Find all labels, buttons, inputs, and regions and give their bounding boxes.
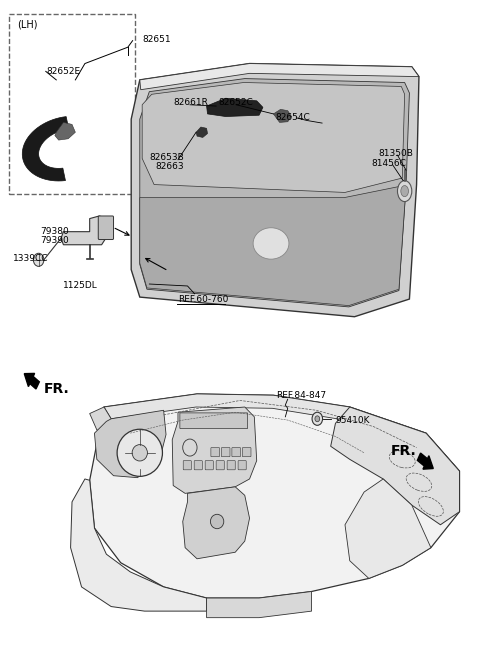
Text: REF.84-847: REF.84-847 [276, 391, 326, 399]
Ellipse shape [34, 253, 44, 266]
Text: 79390: 79390 [40, 237, 69, 245]
Ellipse shape [117, 429, 162, 476]
FancyArrow shape [418, 453, 433, 469]
FancyBboxPatch shape [232, 447, 240, 457]
Text: 82661R: 82661R [173, 99, 208, 107]
Polygon shape [345, 479, 431, 578]
Text: 82663: 82663 [155, 162, 184, 171]
Polygon shape [140, 79, 409, 307]
Text: 82654C: 82654C [276, 114, 311, 122]
Polygon shape [142, 83, 405, 193]
Polygon shape [71, 479, 206, 611]
Text: 79380: 79380 [40, 227, 69, 236]
FancyBboxPatch shape [221, 447, 230, 457]
FancyBboxPatch shape [194, 461, 202, 470]
Text: 82652C: 82652C [218, 99, 253, 107]
Ellipse shape [401, 185, 408, 196]
FancyBboxPatch shape [211, 447, 219, 457]
FancyBboxPatch shape [98, 216, 114, 240]
Ellipse shape [315, 416, 320, 422]
FancyBboxPatch shape [205, 461, 213, 470]
Text: 82653B: 82653B [149, 152, 184, 162]
Ellipse shape [132, 445, 147, 461]
Ellipse shape [183, 439, 197, 456]
Text: 81456C: 81456C [371, 159, 406, 168]
Polygon shape [331, 407, 459, 525]
Bar [9, 14, 135, 194]
Polygon shape [22, 116, 69, 181]
Polygon shape [172, 407, 257, 493]
Polygon shape [90, 407, 111, 433]
Text: 1125DL: 1125DL [62, 281, 97, 290]
Polygon shape [55, 122, 75, 140]
Polygon shape [274, 109, 291, 122]
Polygon shape [183, 487, 250, 559]
Text: FR.: FR. [390, 445, 416, 459]
Text: 1339CC: 1339CC [13, 254, 49, 263]
Text: (LH): (LH) [17, 20, 37, 30]
Polygon shape [140, 186, 406, 306]
Polygon shape [90, 394, 459, 598]
FancyBboxPatch shape [242, 447, 251, 457]
Ellipse shape [253, 228, 289, 259]
FancyBboxPatch shape [180, 413, 248, 428]
Ellipse shape [312, 412, 323, 425]
FancyBboxPatch shape [238, 461, 246, 470]
Text: 95410K: 95410K [336, 416, 370, 424]
FancyBboxPatch shape [227, 461, 235, 470]
Polygon shape [196, 127, 207, 137]
Text: 82652E: 82652E [47, 67, 81, 76]
Ellipse shape [397, 181, 412, 202]
Ellipse shape [210, 514, 224, 529]
Polygon shape [206, 98, 263, 116]
Text: 82651: 82651 [142, 35, 171, 44]
Polygon shape [104, 394, 459, 471]
FancyBboxPatch shape [183, 461, 192, 470]
Text: FR.: FR. [43, 382, 69, 396]
FancyArrow shape [24, 373, 39, 389]
Text: REF.60-760: REF.60-760 [178, 294, 228, 304]
Polygon shape [95, 410, 166, 478]
Text: 81350B: 81350B [378, 148, 413, 158]
FancyBboxPatch shape [216, 461, 224, 470]
Polygon shape [140, 64, 419, 90]
Polygon shape [131, 64, 419, 317]
Polygon shape [61, 216, 109, 245]
Polygon shape [206, 591, 312, 618]
